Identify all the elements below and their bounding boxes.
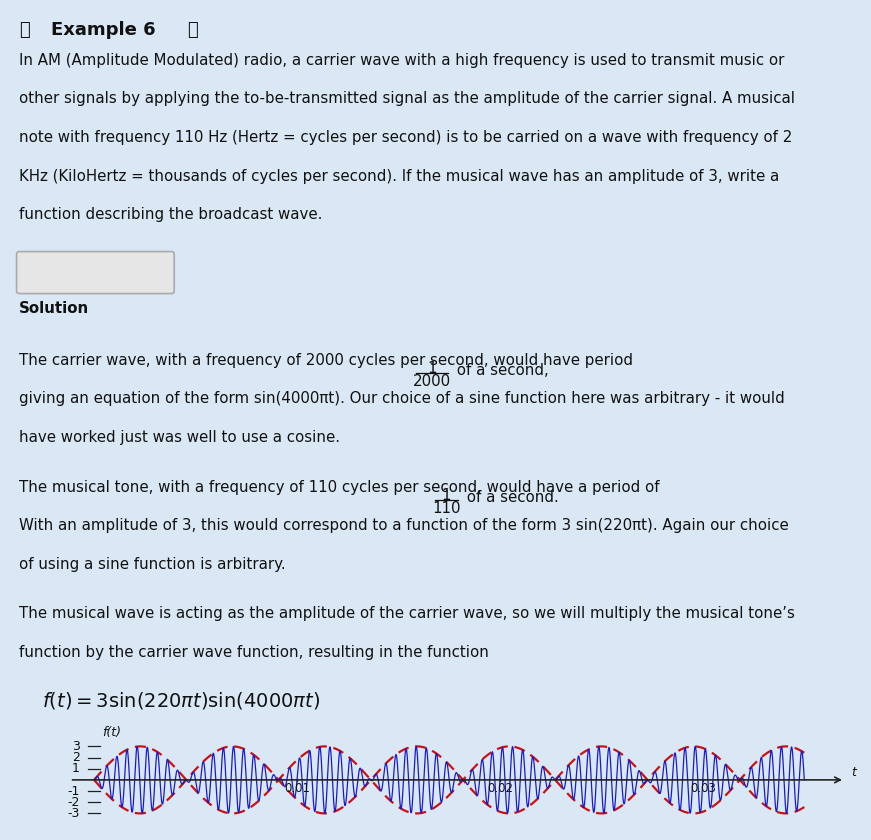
Text: have worked just was well to use a cosine.: have worked just was well to use a cosin… <box>19 430 341 444</box>
Text: of a second.: of a second. <box>463 490 559 505</box>
Text: Example 6: Example 6 <box>51 21 155 39</box>
FancyBboxPatch shape <box>17 252 174 294</box>
Text: other signals by applying the to-be-transmitted signal as the amplitude of the c: other signals by applying the to-be-tran… <box>19 92 795 107</box>
Text: The carrier wave, with a frequency of 2000 cycles per second, would have period: The carrier wave, with a frequency of 20… <box>19 353 638 368</box>
Text: The musical wave is acting as the amplitude of the carrier wave, so we will mult: The musical wave is acting as the amplit… <box>19 606 795 622</box>
Text: f(t): f(t) <box>102 726 121 739</box>
Text: of using a sine function is arbitrary.: of using a sine function is arbitrary. <box>19 557 286 572</box>
Text: 1: 1 <box>428 361 436 376</box>
Text: In AM (Amplitude Modulated) radio, a carrier wave with a high frequency is used : In AM (Amplitude Modulated) radio, a car… <box>19 53 785 68</box>
Text: With an amplitude of 3, this would correspond to a function of the form 3 sin(22: With an amplitude of 3, this would corre… <box>19 518 789 533</box>
Text: 0.02: 0.02 <box>487 782 513 795</box>
Text: 110: 110 <box>432 501 461 516</box>
Text: note with frequency 110 Hz (Hertz = cycles per second) is to be carried on a wav: note with frequency 110 Hz (Hertz = cycl… <box>19 130 793 145</box>
Text: 2000: 2000 <box>413 374 451 389</box>
Text: 3: 3 <box>72 740 80 753</box>
Text: -1: -1 <box>67 785 80 797</box>
Text: -3: -3 <box>67 807 80 820</box>
Text: of a second,: of a second, <box>452 363 549 378</box>
Text: $f(t) = 3\sin(220\pi t)\sin(4000\pi t)$: $f(t) = 3\sin(220\pi t)\sin(4000\pi t)$ <box>42 690 321 711</box>
Text: 1: 1 <box>72 762 80 775</box>
Text: 0.03: 0.03 <box>690 782 716 795</box>
Text: 📻: 📻 <box>187 21 198 39</box>
Text: 🔍: 🔍 <box>19 21 30 39</box>
Text: The musical tone, with a frequency of 110 cycles per second, would have a period: The musical tone, with a frequency of 11… <box>19 480 665 495</box>
Text: giving an equation of the form sin(4000πt). Our choice of a sine function here w: giving an equation of the form sin(4000π… <box>19 391 785 407</box>
Text: function by the carrier wave function, resulting in the function: function by the carrier wave function, r… <box>19 645 489 660</box>
Text: -2: -2 <box>67 795 80 809</box>
Text: function describing the broadcast wave.: function describing the broadcast wave. <box>19 207 322 222</box>
Text: t: t <box>851 766 856 779</box>
Text: Solution: Solution <box>19 302 90 316</box>
Text: 0.01: 0.01 <box>284 782 310 795</box>
Text: 2: 2 <box>72 751 80 764</box>
Text: Show solution: Show solution <box>43 265 148 280</box>
Text: 1: 1 <box>442 488 451 503</box>
Text: KHz (KiloHertz = thousands of cycles per second). If the musical wave has an amp: KHz (KiloHertz = thousands of cycles per… <box>19 169 780 184</box>
